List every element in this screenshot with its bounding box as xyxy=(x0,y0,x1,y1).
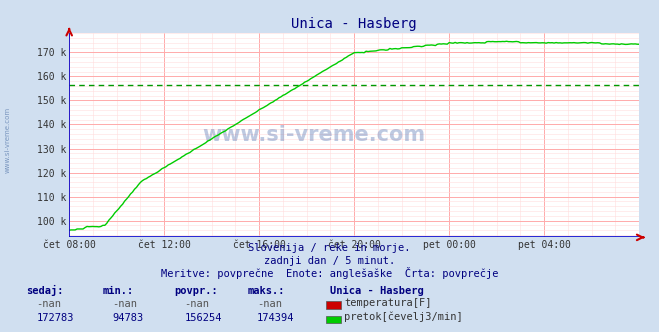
Text: Slovenija / reke in morje.: Slovenija / reke in morje. xyxy=(248,243,411,253)
Text: sedaj:: sedaj: xyxy=(26,285,64,296)
Text: -nan: -nan xyxy=(185,299,210,309)
Text: Unica - Hasberg: Unica - Hasberg xyxy=(330,286,423,296)
Text: 156254: 156254 xyxy=(185,313,222,323)
Text: pretok[čevelj3/min]: pretok[čevelj3/min] xyxy=(344,312,463,322)
Text: zadnji dan / 5 minut.: zadnji dan / 5 minut. xyxy=(264,256,395,266)
Text: 94783: 94783 xyxy=(112,313,143,323)
Text: povpr.:: povpr.: xyxy=(175,286,218,296)
Text: maks.:: maks.: xyxy=(247,286,285,296)
Text: min.:: min.: xyxy=(102,286,133,296)
Text: -nan: -nan xyxy=(112,299,137,309)
Text: www.si-vreme.com: www.si-vreme.com xyxy=(203,125,426,145)
Text: 172783: 172783 xyxy=(36,313,74,323)
Text: 174394: 174394 xyxy=(257,313,295,323)
Text: -nan: -nan xyxy=(257,299,282,309)
Text: temperatura[F]: temperatura[F] xyxy=(344,298,432,308)
Text: Meritve: povprečne  Enote: anglešaške  Črta: povprečje: Meritve: povprečne Enote: anglešaške Črt… xyxy=(161,267,498,279)
Text: www.si-vreme.com: www.si-vreme.com xyxy=(5,106,11,173)
Title: Unica - Hasberg: Unica - Hasberg xyxy=(291,17,417,31)
Text: -nan: -nan xyxy=(36,299,61,309)
